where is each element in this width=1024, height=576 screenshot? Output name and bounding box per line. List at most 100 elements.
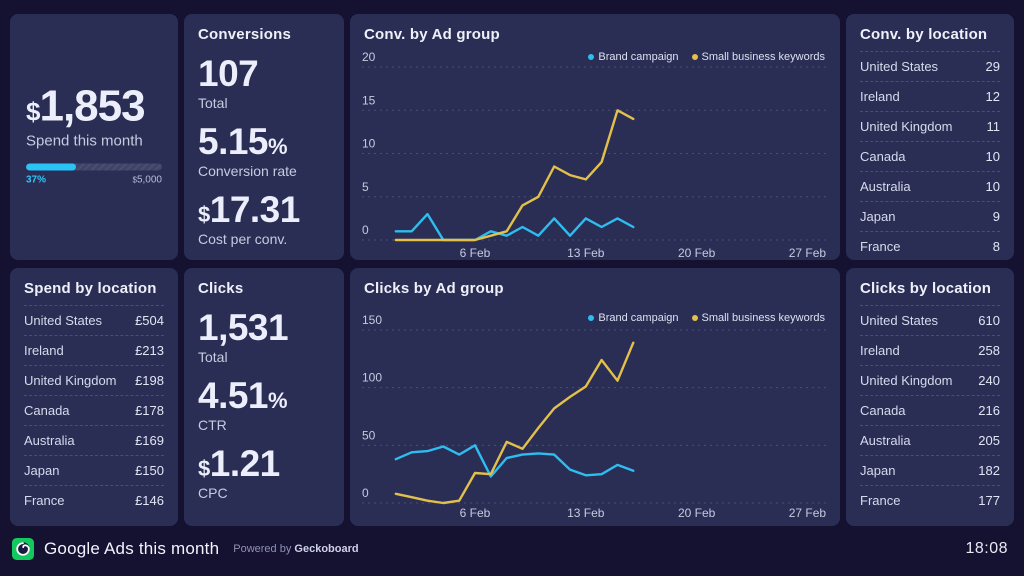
table-row: Japan 9 (860, 201, 1000, 231)
table-row: Ireland 258 (860, 335, 1000, 365)
spend-amount: 1,853 (39, 81, 145, 131)
panel-clicks-by-location: Clicks by location United States 610 Irela… (846, 268, 1014, 526)
spend-progress-percent: 37% (26, 174, 47, 186)
cost-per-conv-prefix: $ (198, 201, 210, 227)
legend-dot-icon (588, 315, 595, 321)
row-value: £169 (135, 433, 164, 448)
table-row: Australia 10 (860, 171, 1000, 201)
spend-progress-bar (26, 163, 162, 171)
panel-title-conversions: Conversions (198, 26, 292, 43)
legend-dot-icon (588, 54, 595, 60)
ctr-value: 4.51 (198, 374, 269, 416)
powered-by-brand: Geckoboard (294, 543, 359, 555)
conversion-rate-label: Conversion rate (198, 162, 297, 179)
y-axis-tick-label: 20 (362, 50, 376, 64)
row-value: 11 (986, 119, 1001, 134)
row-label: United States (24, 313, 103, 328)
stat-conversions-total: 107 Total (198, 54, 330, 111)
panel-conv-by-ad-group: Conv. by Ad group Brand campaign Small bu… (350, 14, 840, 260)
y-axis-tick-label: 0 (362, 223, 369, 237)
legend-label: Small business keywords (701, 51, 826, 63)
line-series (394, 341, 635, 505)
cost-per-conv-label: Cost per conv. (198, 230, 288, 247)
table-row: United States £504 (24, 305, 164, 335)
spend-value: $1,853 (26, 84, 162, 128)
cpc-prefix: $ (198, 455, 210, 481)
conversion-rate-value: 5.15 (198, 120, 269, 162)
row-label: Japan (24, 463, 60, 478)
stat-cpc: $1.21 CPC (198, 442, 330, 500)
row-value: 29 (985, 59, 1000, 74)
spend-summary: $1,853 Spend this month 37% $5,000 (26, 84, 162, 185)
chart-legend: Brand campaign Small business keywords (588, 312, 825, 324)
footer: Google Ads this month Powered by Geckobo… (0, 526, 1024, 576)
legend-item: Small business keywords (691, 312, 825, 324)
table-row: Ireland £213 (24, 335, 164, 365)
y-axis-tick-label: 100 (362, 371, 382, 385)
row-value: 182 (978, 463, 1000, 478)
conversion-rate-suffix: % (268, 133, 288, 159)
table-row: United States 29 (860, 51, 1000, 81)
row-label: United Kingdom (860, 119, 953, 134)
row-value: 177 (978, 493, 1000, 508)
table-row: Japan £150 (24, 455, 164, 485)
line-series (394, 212, 635, 242)
legend-item: Brand campaign (588, 312, 679, 324)
row-label: Ireland (24, 343, 64, 358)
clicks-by-ad-group-chart: 150 100 50 0 6 Feb 13 Feb 20 Feb 27 Feb (362, 313, 828, 520)
panel-title-spend-by-location: Spend by location (24, 280, 157, 297)
table-row: France 177 (860, 485, 1000, 515)
row-value: £178 (135, 403, 164, 418)
table-row: Canada 216 (860, 395, 1000, 425)
row-label: Canada (860, 403, 906, 418)
x-axis-tick-label: 27 Feb (789, 246, 827, 260)
legend-dot-icon (691, 315, 698, 321)
row-value: 10 (985, 149, 1000, 164)
panel-title-conv-by-location: Conv. by location (860, 26, 988, 43)
powered-by: Powered by Geckoboard (233, 543, 358, 555)
table-row: United States 610 (860, 305, 1000, 335)
spend-goal-currency-symbol: $ (132, 175, 137, 185)
ctr-suffix: % (268, 387, 288, 413)
panel-conversions: Conversions 107 Total 5.15% Conversion r… (184, 14, 344, 260)
spend-by-location-table: United States £504 Ireland £213 United Kingd… (24, 305, 164, 515)
line-series (394, 109, 635, 242)
row-label: Australia (860, 433, 911, 448)
x-axis-tick-label: 6 Feb (460, 506, 491, 520)
row-value: £504 (135, 313, 164, 328)
x-axis-tick-label: 20 Feb (678, 506, 716, 520)
clicks-total-value: 1,531 (198, 307, 289, 348)
y-axis-tick-label: 50 (362, 428, 376, 442)
x-axis-tick-label: 6 Feb (460, 246, 491, 260)
legend-label: Brand campaign (598, 51, 679, 63)
conv-by-ad-group-chart: 20 15 10 5 0 6 Feb 13 Feb 20 Feb 27 Feb (362, 50, 828, 260)
stat-conversion-rate: 5.15% Conversion rate (198, 120, 330, 179)
legend-dot-icon (691, 54, 698, 60)
geckoboard-logo-icon (12, 538, 34, 560)
spend-goal-amount: 5,000 (136, 174, 162, 186)
row-label: United States (860, 313, 939, 328)
row-value: £213 (135, 343, 164, 358)
table-row: Canada 10 (860, 141, 1000, 171)
table-row: France 8 (860, 231, 1000, 261)
row-label: Australia (860, 179, 911, 194)
y-axis-tick-label: 10 (362, 137, 376, 151)
dashboard-title: Google Ads this month (44, 539, 220, 558)
row-label: Japan (860, 209, 896, 224)
row-value: 205 (978, 433, 1000, 448)
cpc-value: 1.21 (209, 442, 281, 484)
row-value: 216 (978, 403, 1000, 418)
row-value: 8 (992, 239, 1000, 254)
legend-item: Small business keywords (691, 51, 826, 63)
x-axis-tick-label: 20 Feb (678, 246, 716, 260)
y-axis-tick-label: 5 (362, 180, 369, 194)
row-label: Japan (860, 463, 896, 478)
row-label: France (860, 239, 901, 254)
row-value: 240 (978, 373, 1000, 388)
legend-item: Brand campaign (588, 51, 679, 63)
spend-progress-meta: 37% $5,000 (26, 174, 162, 185)
table-row: United Kingdom 240 (860, 365, 1000, 395)
clock: 18:08 (965, 540, 1008, 557)
panel-clicks: Clicks 1,531 Total 4.51% CTR $1.21 CPC (184, 268, 344, 526)
